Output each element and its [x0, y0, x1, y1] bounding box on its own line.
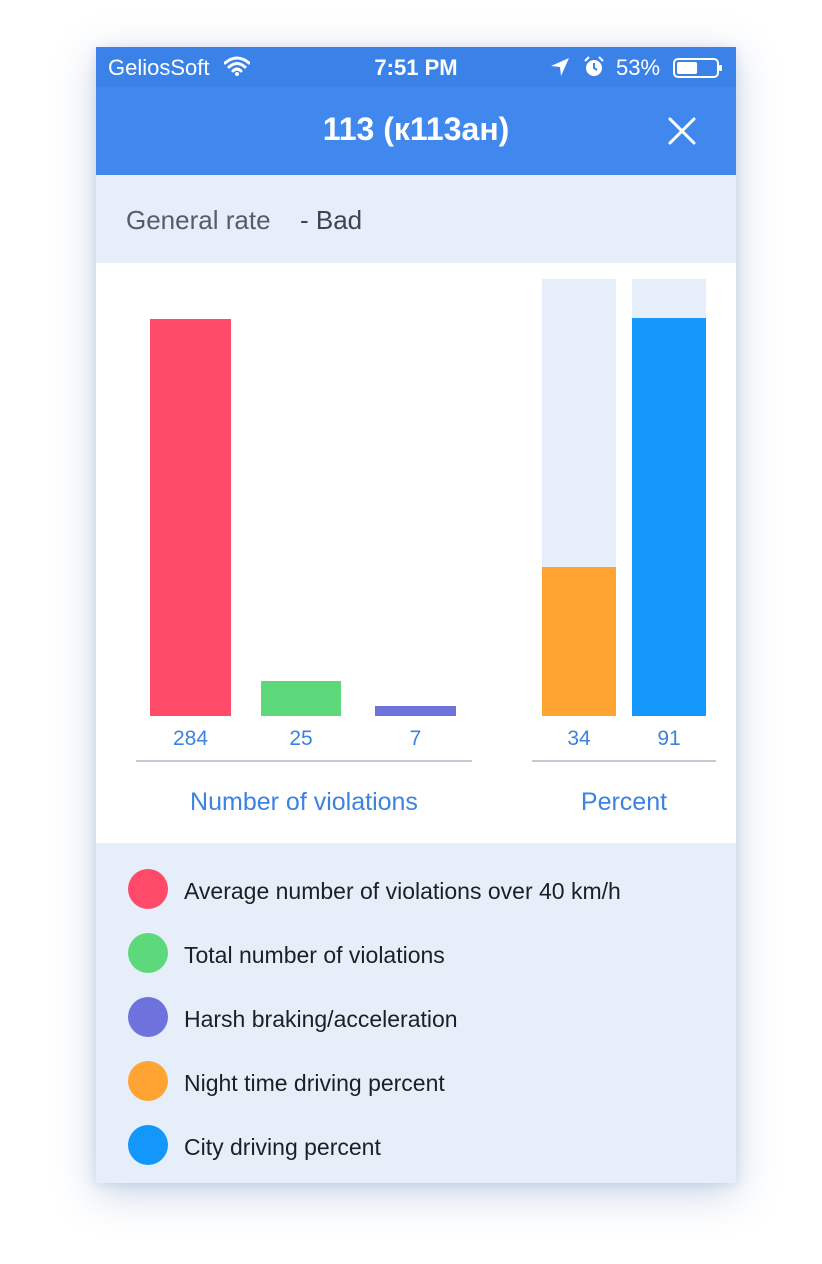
- bar-total-violations: [261, 681, 341, 716]
- battery-percent: 53%: [616, 55, 661, 80]
- wifi-icon: [223, 56, 251, 82]
- legend-dot: [128, 997, 168, 1037]
- phone-screen: GeliosSoft 7:51 PM 53%: [96, 47, 736, 1183]
- close-button[interactable]: [666, 115, 698, 152]
- percent-axis-line: [532, 760, 716, 762]
- bar-city-driving-percent: [632, 318, 706, 716]
- bar-value-label: 7: [409, 727, 422, 750]
- legend-label: Total number of violations: [184, 942, 445, 968]
- battery-icon: [673, 58, 723, 84]
- violations-axis-line: [136, 760, 472, 762]
- legend-dot: [128, 869, 168, 909]
- location-arrow-icon: [550, 57, 570, 83]
- navigation-bar: 113 (к113ан): [96, 87, 736, 175]
- general-rate-label: General rate: [126, 205, 271, 235]
- legend-label: Average number of violations over 40 km/…: [184, 878, 621, 904]
- bar-value-label: 91: [657, 727, 681, 750]
- violations-chart: 284 25 7 34 91 Number of violations Perc…: [96, 263, 736, 843]
- alarm-clock-icon: [583, 56, 605, 84]
- general-rate-value: - Bad: [300, 205, 363, 235]
- bar-harsh-braking: [375, 706, 456, 716]
- carrier-name: GeliosSoft: [108, 55, 210, 80]
- close-icon: [668, 117, 696, 145]
- legend-label: Harsh braking/acceleration: [184, 1006, 458, 1032]
- bar-value-label: 284: [172, 727, 209, 750]
- bar-night-driving-percent: [542, 567, 616, 716]
- bar-value-label: 34: [567, 727, 591, 750]
- legend-dot: [128, 933, 168, 973]
- legend-label: Night time driving percent: [184, 1070, 445, 1096]
- percent-group-label: Percent: [580, 788, 668, 816]
- chart-legend: Average number of violations over 40 km/…: [96, 843, 736, 1183]
- legend-dot: [128, 1125, 168, 1165]
- page-title: 113 (к113ан): [322, 111, 510, 147]
- general-rate-row: General rate - Bad: [96, 175, 736, 263]
- bar-average-violations-over-40: [150, 319, 231, 716]
- legend-dot: [128, 1061, 168, 1101]
- violations-group-label: Number of violations: [190, 788, 418, 816]
- status-time: 7:51 PM: [374, 55, 458, 80]
- bar-value-label: 25: [289, 727, 313, 750]
- legend-label: City driving percent: [184, 1134, 381, 1160]
- status-bar: GeliosSoft 7:51 PM 53%: [96, 47, 736, 87]
